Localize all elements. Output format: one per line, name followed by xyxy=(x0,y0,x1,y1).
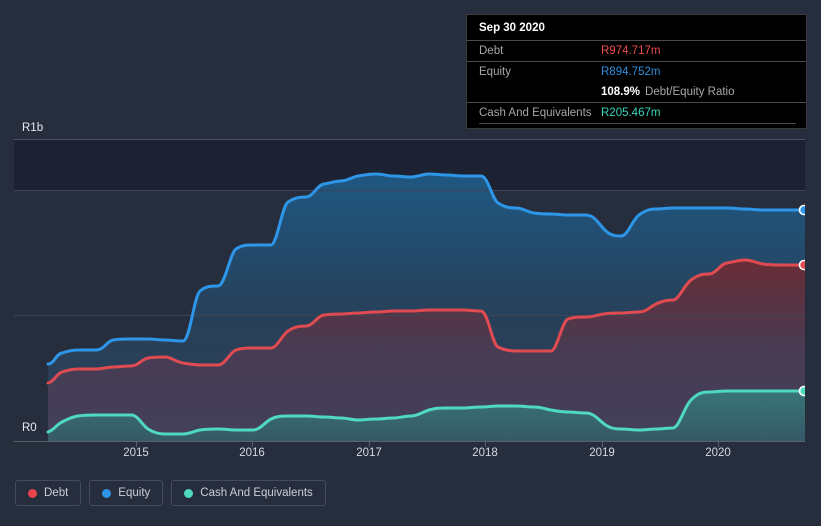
tooltip-ratio-label: Debt/Equity Ratio xyxy=(645,86,735,98)
x-axis-tick xyxy=(369,441,370,447)
tooltip-value-equity: R894.752m xyxy=(601,66,661,78)
debt-endpoint-marker xyxy=(798,259,805,271)
x-axis-label-2017: 2017 xyxy=(356,447,382,459)
x-axis-label-2015: 2015 xyxy=(123,447,149,459)
equity-endpoint-marker xyxy=(798,204,805,216)
equity-line xyxy=(46,172,805,366)
tooltip-value-debt: R974.717m xyxy=(601,45,661,57)
chart-legend: Debt Equity Cash And Equivalents xyxy=(15,480,326,506)
x-axis-label-2018: 2018 xyxy=(472,447,498,459)
legend-item-debt[interactable]: Debt xyxy=(15,480,82,506)
chart-plot-area xyxy=(14,139,805,441)
legend-label-debt: Debt xyxy=(44,487,69,499)
legend-item-cash-and-equivalents[interactable]: Cash And Equivalents xyxy=(171,480,326,506)
x-axis-tick xyxy=(718,441,719,447)
tooltip-row-cash: Cash And Equivalents R205.467m xyxy=(467,102,806,123)
legend-label-cash: Cash And Equivalents xyxy=(200,487,313,499)
tooltip-date: Sep 30 2020 xyxy=(479,22,545,34)
x-axis-tick xyxy=(252,441,253,447)
tooltip-row-ratio: 108.9% Debt/Equity Ratio xyxy=(467,82,806,102)
x-axis-tick xyxy=(485,441,486,447)
debt-line xyxy=(46,258,805,385)
cash-endpoint-marker xyxy=(798,385,805,397)
y-axis-label-bottom: R0 xyxy=(20,421,42,435)
tooltip-row-debt: Debt R974.717m xyxy=(467,40,806,61)
legend-item-equity[interactable]: Equity xyxy=(89,480,164,506)
x-axis-label-2019: 2019 xyxy=(589,447,615,459)
debt-area xyxy=(48,260,805,441)
legend-dot-equity xyxy=(102,488,112,498)
y-axis-label-top: R1b xyxy=(20,121,49,135)
tooltip-label-cash: Cash And Equivalents xyxy=(479,107,592,119)
cash-area xyxy=(48,391,805,441)
chart-tooltip: Sep 30 2020 Debt R974.717m Equity R894.7… xyxy=(466,14,807,129)
tooltip-value-cash: R205.467m xyxy=(601,107,661,119)
x-axis-tick xyxy=(602,441,603,447)
x-axis-line xyxy=(14,441,805,442)
x-axis-label-2016: 2016 xyxy=(239,447,265,459)
tooltip-row-equity: Equity R894.752m xyxy=(467,61,806,82)
tooltip-bottom-divider xyxy=(479,123,796,124)
x-axis-tick xyxy=(136,441,137,447)
cash-line xyxy=(46,389,805,436)
tooltip-label-debt: Debt xyxy=(479,45,504,57)
legend-dot-debt xyxy=(28,488,37,498)
legend-label-equity: Equity xyxy=(118,487,151,499)
tooltip-label-equity: Equity xyxy=(479,66,511,78)
chart-svg xyxy=(14,139,805,441)
x-axis-label-2020: 2020 xyxy=(705,447,731,459)
legend-dot-cash xyxy=(184,488,194,498)
tooltip-ratio-percent: 108.9% xyxy=(601,86,641,98)
